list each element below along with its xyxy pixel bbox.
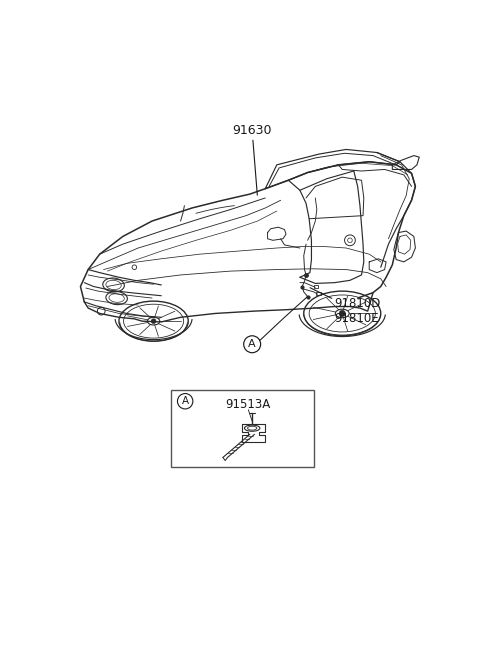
Text: A: A bbox=[181, 396, 189, 406]
Text: A: A bbox=[248, 339, 256, 349]
Circle shape bbox=[151, 319, 156, 324]
Bar bbox=[316, 292, 321, 295]
Text: 91513A: 91513A bbox=[226, 398, 271, 411]
Circle shape bbox=[339, 310, 345, 316]
Bar bbox=[314, 285, 318, 288]
Bar bbox=[171, 390, 314, 468]
Text: 91630: 91630 bbox=[232, 124, 272, 195]
Text: 91810D
91810E: 91810D 91810E bbox=[310, 288, 381, 325]
